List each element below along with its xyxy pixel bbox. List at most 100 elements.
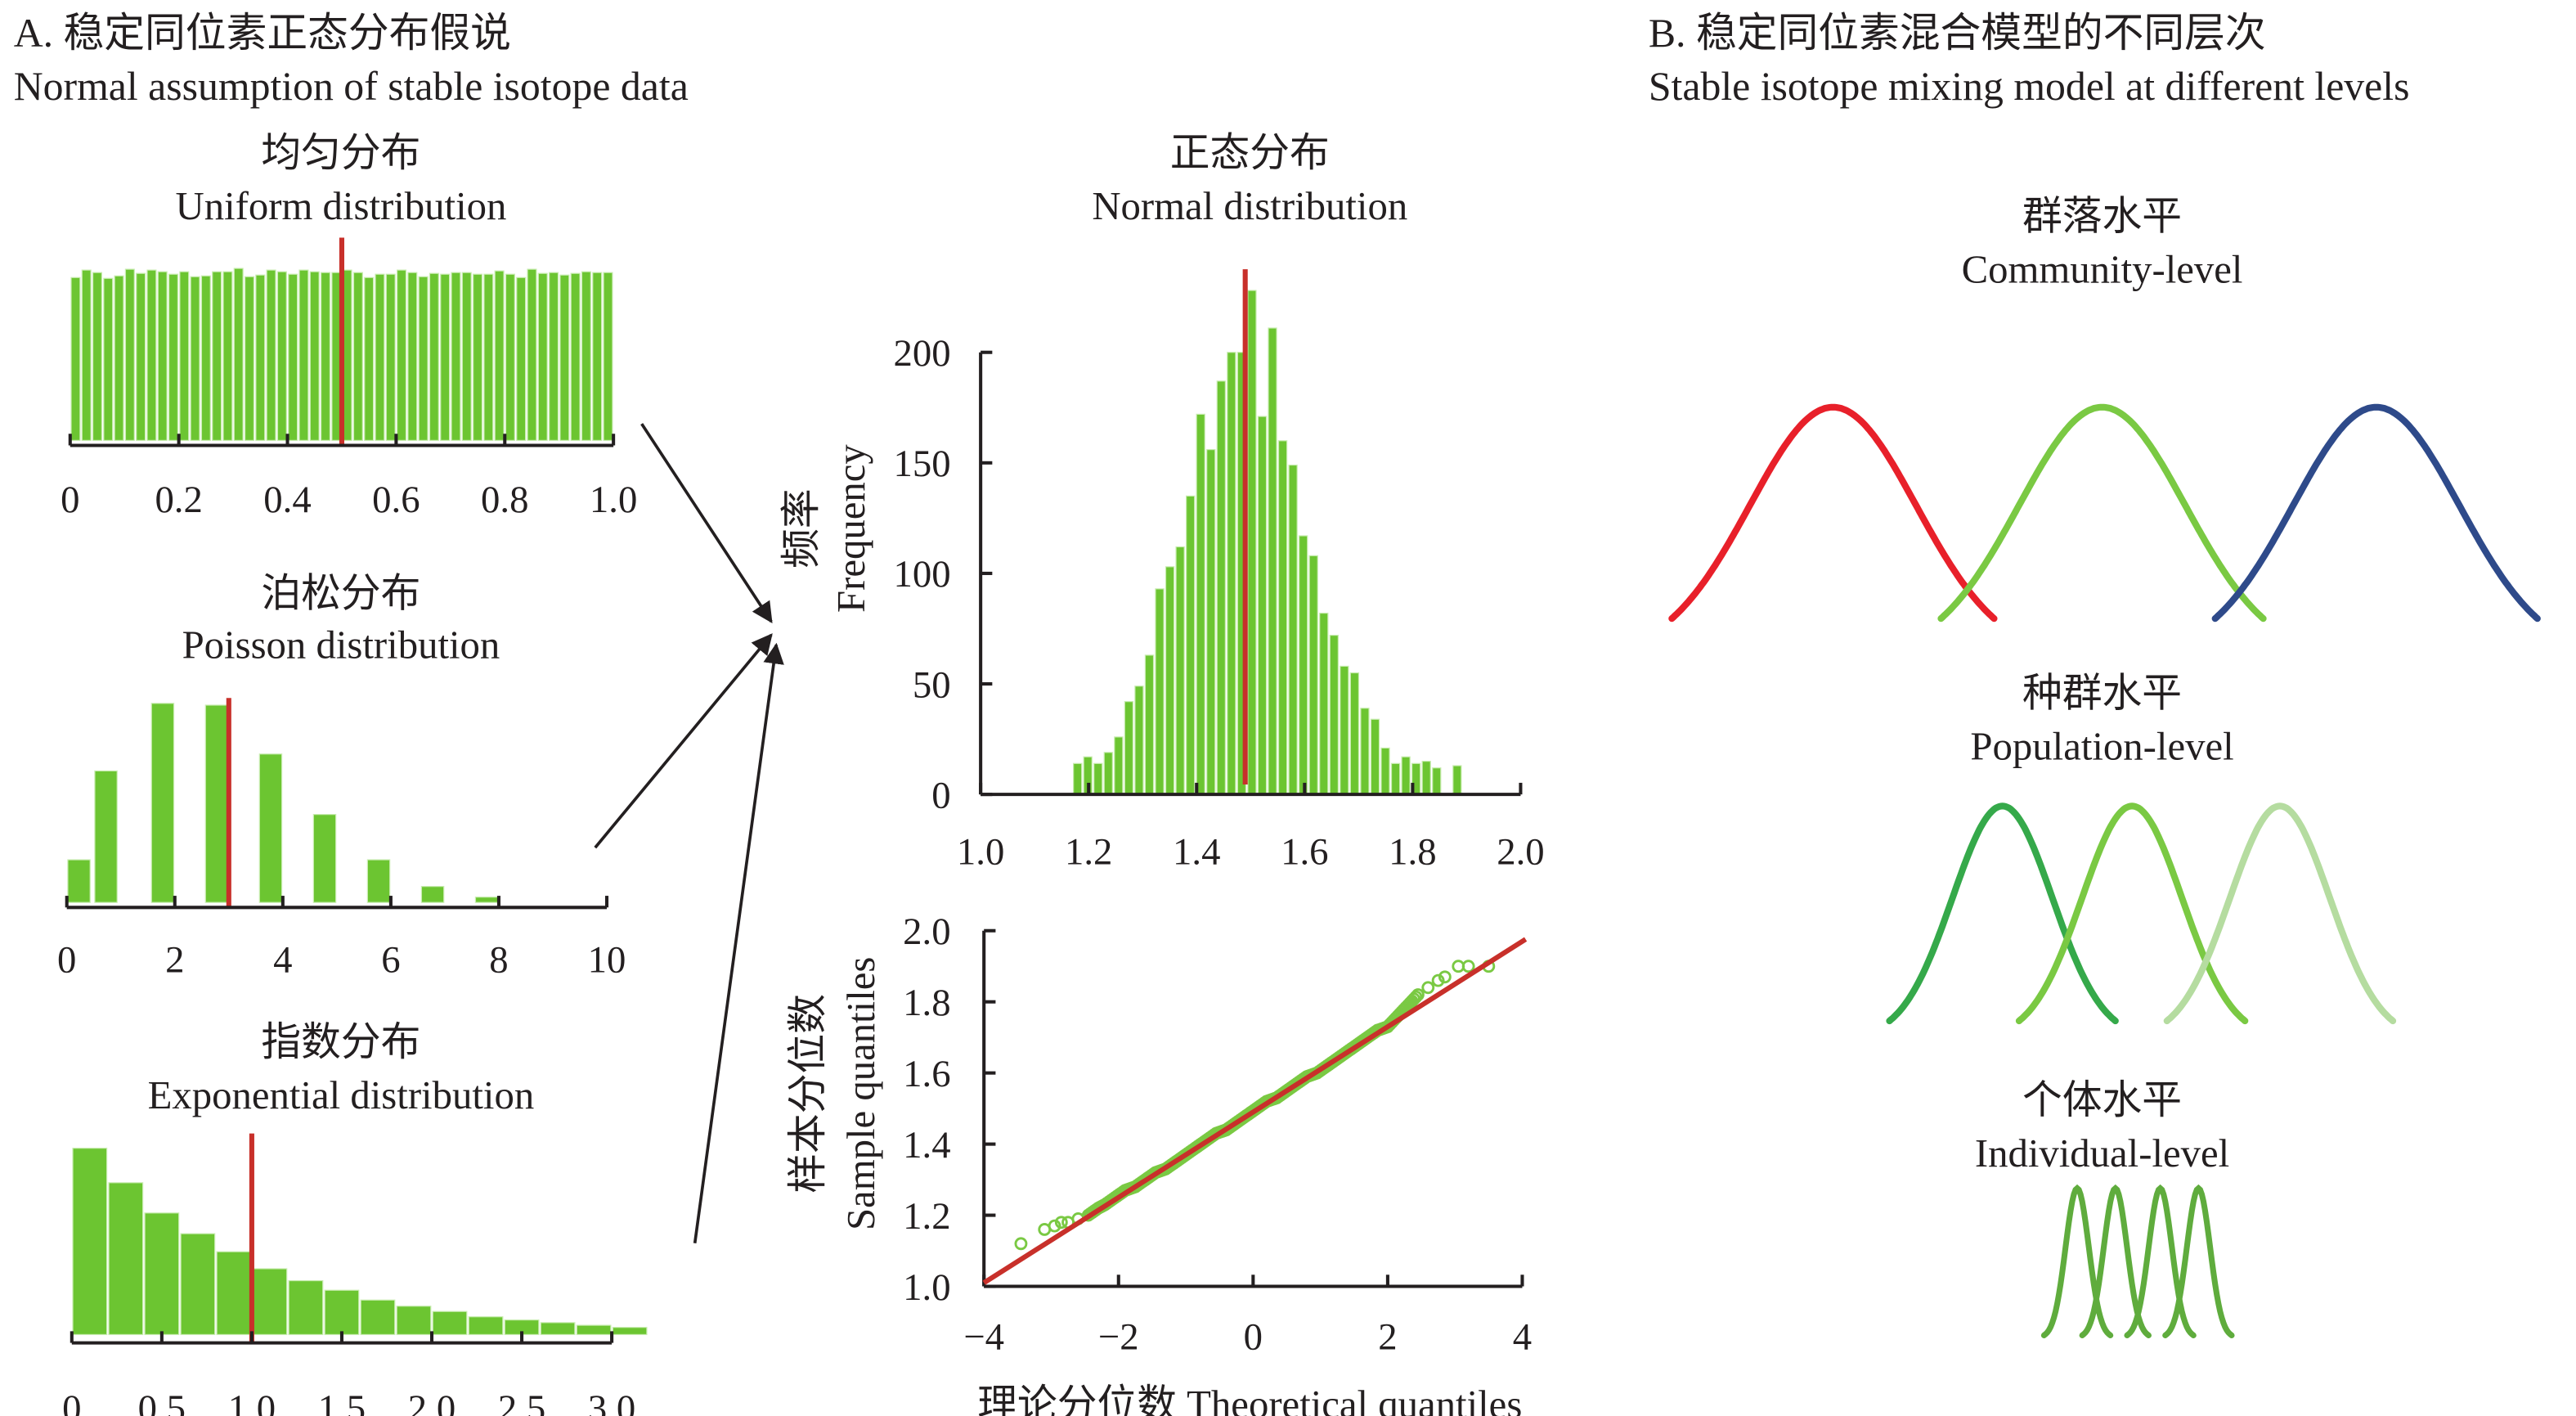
exponential-bar [288,1279,324,1336]
normal-x-tick-label: 1.0 [957,830,1004,873]
community-curve [2211,403,2541,623]
qq-ylabel-en: Sample quantiles [839,957,883,1230]
individual-curve [2124,1184,2197,1339]
normal-bar [1124,701,1134,795]
poisson-title-en: Poisson distribution [182,623,500,668]
uniform-bar [320,272,331,442]
uniform-bar [516,276,527,442]
uniform-bar [157,271,168,442]
uniform-bar [179,271,190,442]
qq-ylabel-zh: 样本分位数 [786,994,830,1193]
uniform-bar [559,274,570,442]
exponential-bar [540,1322,576,1336]
uniform-bar [276,271,287,442]
uniform-bar [309,271,320,442]
charts-layer: 0 0.2 0.4 0.6 0.8 1.00 2 4 6 8 100 0.5 1.0 1.5 2.0 2.5 3… [57,237,1545,1416]
community-curve [1668,403,1998,623]
normal-bar [1390,762,1401,795]
poisson-x-tick-label: 10 [588,939,626,982]
uniform-bar [255,274,266,442]
population-level-label-zh: 种群水平 [2022,671,2182,715]
normal-bar [1257,416,1268,795]
uniform-x-tick-label: 0.4 [263,479,311,521]
normal-bar [1247,290,1257,795]
mixing-curves [1668,403,2541,1339]
arrow-uniform-to-normal-icon [640,423,773,623]
uniform-bar [136,272,146,442]
uniform-bar [418,276,429,442]
normal-bar [1155,588,1165,795]
exponential-x-tick-label: 0 [62,1387,81,1416]
exponential-bar [432,1310,468,1336]
normal-x-tick-label: 1.8 [1389,830,1436,873]
uniform-x-tick-label: 0.6 [372,479,420,521]
individual-level-label-en: Individual-level [1975,1131,2229,1176]
poisson-bar [258,753,283,903]
normal-bar [1216,380,1226,795]
normal-bar [1277,440,1288,795]
poisson-x-tick-label: 2 [165,939,184,982]
exponential-bar [180,1233,216,1336]
normal-bar [1370,718,1380,795]
normal-y-tick-label: 200 [893,332,950,375]
normal-bar [1401,756,1411,795]
exponential-bar [108,1182,144,1336]
exponential-x-tick-label: 0.5 [138,1387,186,1416]
exponential-bar [396,1306,432,1336]
poisson-bar [204,704,229,903]
qq-x-tick-label: 0 [1244,1316,1263,1359]
normal-bar [1421,761,1431,795]
poisson-bar [67,859,91,903]
panel-a-title-zh: A. 稳定同位素正态分布假说 [14,11,511,56]
normal-bar [1329,634,1339,795]
uniform-bar [114,275,124,442]
qq-x-tick-label: 4 [1513,1316,1532,1359]
normal-x-tick-label: 1.2 [1065,830,1112,873]
uniform-bar [461,272,472,442]
normal-bar [1432,767,1442,795]
population-curve [1886,802,2119,1025]
uniform-bar [146,269,157,442]
panel-a-title-en: Normal assumption of stable isotope data [14,64,689,109]
normal-bar [1134,686,1144,795]
uniform-bar [168,273,179,442]
normal-bar [1349,672,1360,795]
uniform-bar [537,272,548,442]
exponential-bar [216,1251,252,1336]
qq-fit-line [982,937,1528,1285]
uniform-bar [385,273,396,442]
uniform-bar [407,272,418,442]
normal-bar [1103,752,1113,795]
uniform-bar [70,276,81,442]
population-level-label-en: Population-level [1970,724,2233,768]
panel-b-title-en: Stable isotope mixing model at different… [1649,64,2410,109]
normal-bar [1308,555,1318,795]
uniform-x-tick-label: 1.0 [590,479,637,521]
exponential-title-en: Exponential distribution [148,1073,535,1117]
exponential-x-tick-label: 1.5 [318,1387,366,1416]
normal-ylabel-zh: 频率 [779,488,824,569]
qq-point [1461,960,1475,973]
qq-point [1431,973,1445,987]
normal-bar [1186,495,1196,795]
poisson-title-zh: 泊松分布 [261,572,420,616]
normal-bar [1299,535,1308,795]
uniform-title-zh: 均匀分布 [261,131,420,175]
uniform-bar [288,273,298,442]
uniform-bar [298,269,309,442]
poisson-x-tick-label: 4 [273,939,292,982]
uniform-bar [527,268,537,442]
qq-point [1048,1219,1061,1233]
qq-xlabel: 理论分位数 Theoretical quantiles [977,1382,1522,1416]
qq-y-tick-label: 1.6 [903,1053,950,1095]
population-curve [2015,802,2249,1025]
qq-y-tick-label: 1.4 [903,1124,950,1167]
poisson-bar [366,859,391,903]
qq-point [1014,1237,1028,1251]
normal-bar [1288,464,1298,795]
uniform-bar [222,271,233,442]
individual-curve [2040,1184,2114,1339]
poisson-x-tick-label: 8 [489,939,508,982]
uniform-bar [451,272,461,442]
uniform-bar [233,267,244,442]
